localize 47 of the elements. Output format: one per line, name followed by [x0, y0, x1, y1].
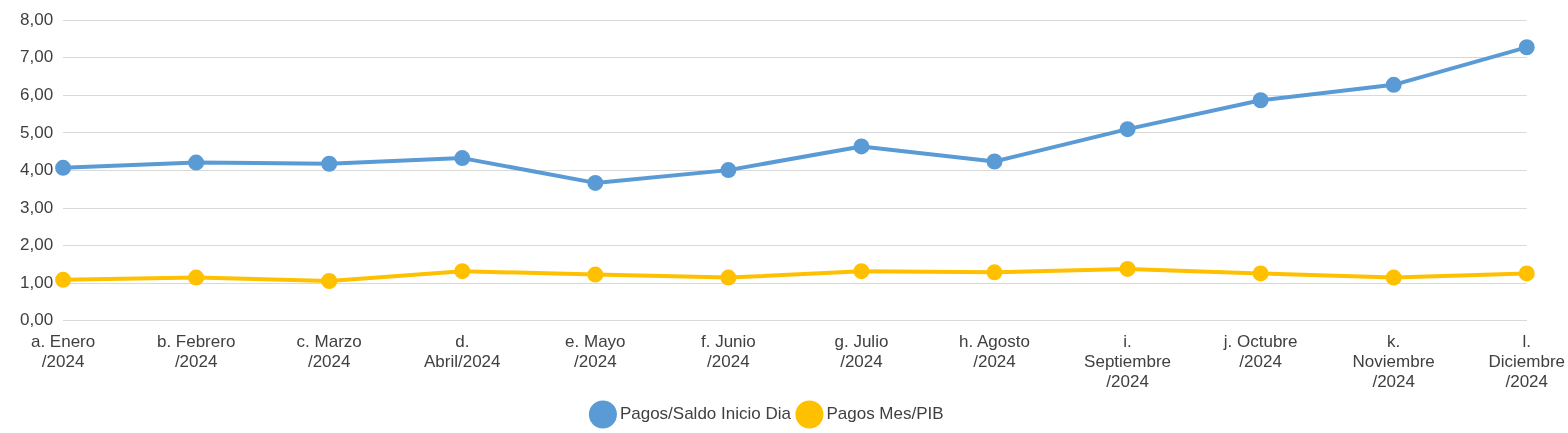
legend-label: Pagos/Saldo Inicio Dia: [619, 404, 792, 424]
y-tick-label: 3,00: [19, 197, 54, 217]
legend-label: Pagos Mes/PIB: [826, 404, 944, 424]
x-tick-label: k. Noviembre /2024: [1352, 331, 1435, 392]
point: [986, 264, 1003, 281]
point: [1385, 269, 1402, 286]
x-tick-label: j. Octubre /2024: [1222, 331, 1298, 372]
x-tick-label: h. Agosto /2024: [959, 331, 1030, 372]
y-tick-label: 2,00: [19, 235, 54, 255]
point: [720, 162, 737, 179]
point: [853, 263, 870, 280]
y-tick-label: 8,00: [19, 9, 54, 29]
point: [853, 138, 870, 155]
point: [321, 272, 338, 289]
point: [587, 266, 604, 283]
point: [1252, 265, 1269, 282]
x-tick-label: c. Marzo /2024: [296, 331, 362, 372]
point: [321, 155, 338, 172]
x-tick-label: g. Julio /2024: [834, 331, 889, 372]
point: [188, 154, 205, 171]
x-tick-label: b. Febrero /2024: [156, 331, 236, 372]
point: [720, 269, 737, 286]
y-tick-label: 1,00: [19, 272, 54, 292]
y-tick-label: 5,00: [19, 122, 54, 142]
point: [55, 271, 72, 288]
point: [1119, 121, 1136, 138]
point: [1252, 92, 1269, 109]
y-tick-label: 6,00: [19, 85, 54, 105]
point: [1518, 39, 1535, 56]
x-tick-label: l. Diciembre /2024: [1488, 331, 1566, 392]
point: [587, 174, 604, 191]
y-tick-label: 0,00: [19, 310, 54, 330]
point: [454, 150, 471, 167]
x-tick-label: e. Mayo /2024: [565, 331, 626, 372]
point: [1119, 260, 1136, 277]
point: [986, 153, 1003, 170]
x-tick-label: i. Septiembre /2024: [1084, 331, 1172, 392]
point: [55, 159, 72, 176]
x-tick-label: d. Abril/2024: [423, 331, 501, 372]
y-tick-label: 4,00: [19, 160, 54, 180]
x-tick-label: f. Junio /2024: [700, 331, 756, 372]
point: [1518, 265, 1535, 282]
point: [1385, 76, 1402, 93]
x-tick-label: a. Enero /2024: [30, 331, 96, 372]
point: [454, 263, 471, 280]
point: [188, 269, 205, 286]
y-tick-label: 7,00: [19, 47, 54, 67]
